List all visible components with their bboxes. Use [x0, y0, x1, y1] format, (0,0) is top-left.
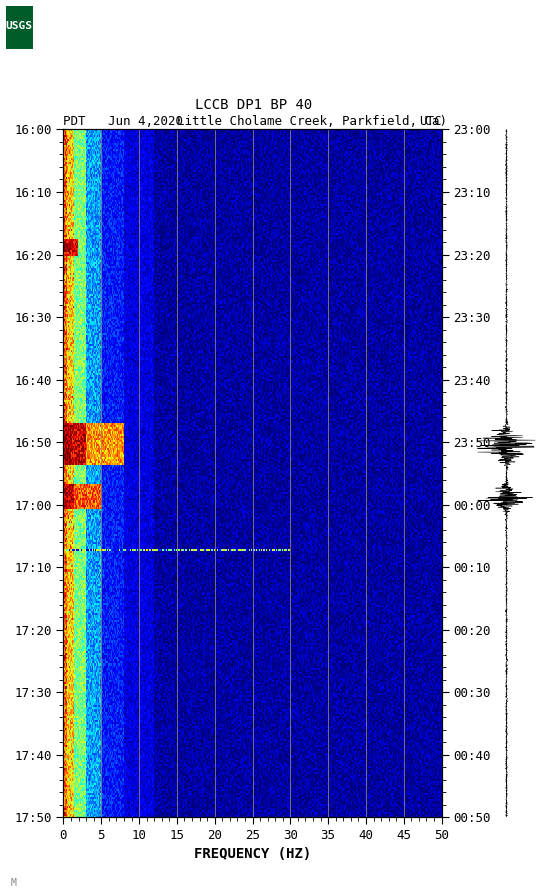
Text: PDT   Jun 4,2020: PDT Jun 4,2020 — [63, 114, 183, 128]
FancyBboxPatch shape — [6, 6, 33, 49]
Text: M: M — [11, 878, 17, 888]
Text: USGS: USGS — [6, 21, 33, 30]
Text: UTC: UTC — [420, 114, 442, 128]
Text: Little Cholame Creek, Parkfield, Ca): Little Cholame Creek, Parkfield, Ca) — [177, 114, 447, 128]
Text: LCCB DP1 BP 40: LCCB DP1 BP 40 — [195, 97, 312, 112]
X-axis label: FREQUENCY (HZ): FREQUENCY (HZ) — [194, 847, 311, 862]
